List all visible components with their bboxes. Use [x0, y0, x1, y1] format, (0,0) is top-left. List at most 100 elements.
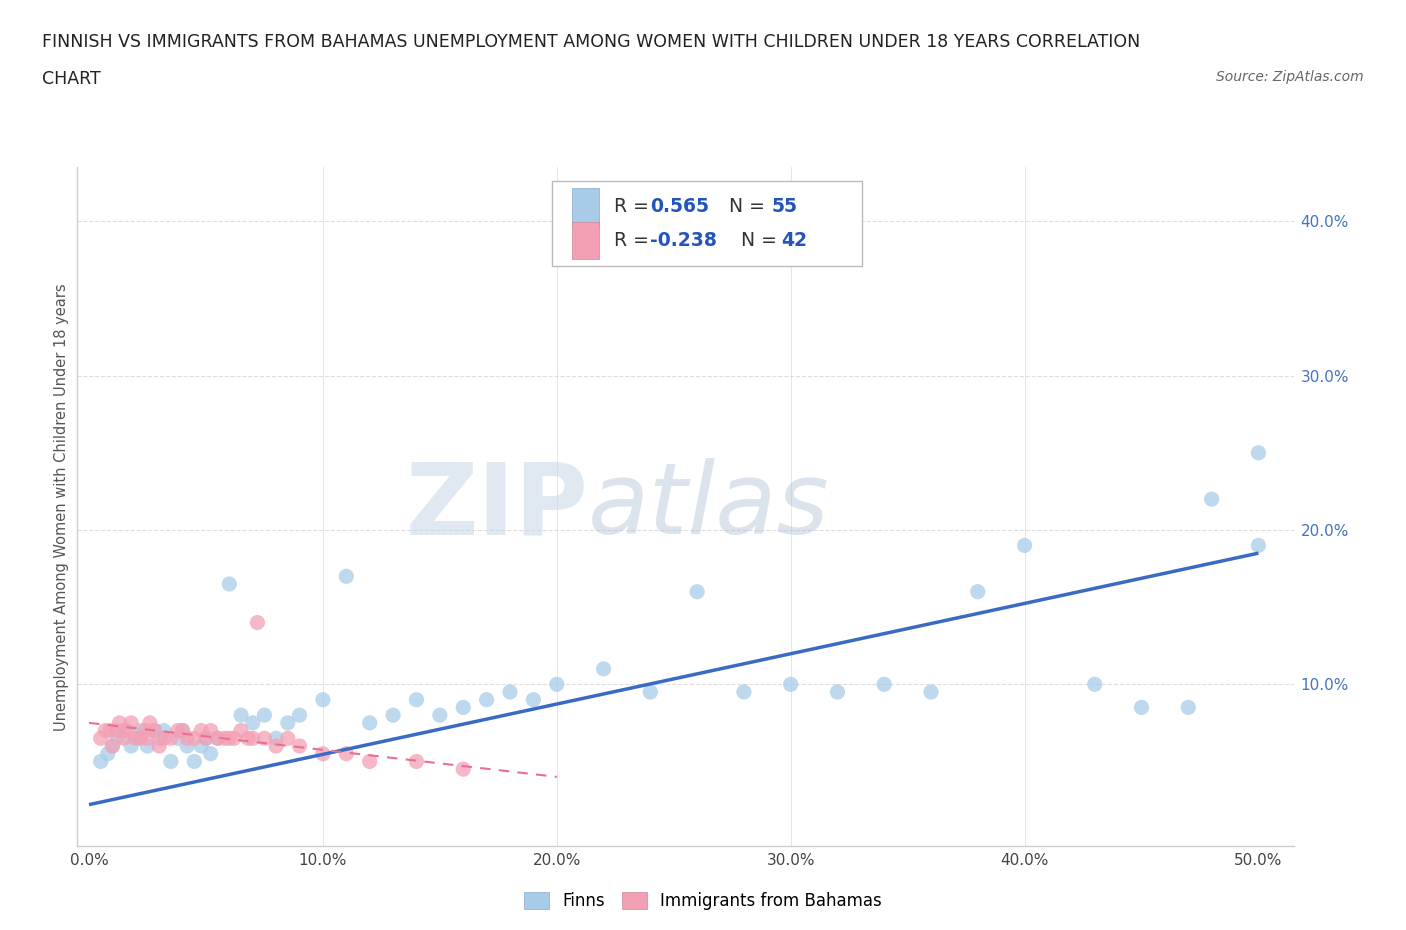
Point	[264, 738, 287, 753]
Point	[183, 731, 205, 746]
Point	[1084, 677, 1107, 692]
Text: Source: ZipAtlas.com: Source: ZipAtlas.com	[1216, 70, 1364, 84]
Point	[108, 715, 131, 730]
Point	[190, 724, 212, 738]
Point	[125, 731, 148, 746]
Point	[172, 724, 194, 738]
Point	[499, 684, 522, 699]
Point	[167, 731, 190, 746]
Point	[207, 731, 229, 746]
Point	[246, 615, 269, 630]
Text: 42: 42	[782, 231, 807, 250]
Point	[1201, 492, 1223, 507]
Legend: Finns, Immigrants from Bahamas: Finns, Immigrants from Bahamas	[517, 885, 889, 917]
Point	[129, 731, 152, 746]
Point	[253, 708, 276, 723]
Text: 0.565: 0.565	[650, 197, 709, 216]
Point	[827, 684, 849, 699]
Text: 55: 55	[772, 197, 797, 216]
Point	[382, 708, 405, 723]
Point	[405, 754, 427, 769]
Text: -0.238: -0.238	[650, 231, 717, 250]
Point	[190, 738, 212, 753]
Point	[200, 724, 222, 738]
FancyBboxPatch shape	[572, 188, 599, 225]
Point	[115, 724, 138, 738]
FancyBboxPatch shape	[572, 222, 599, 259]
Point	[873, 677, 896, 692]
Point	[733, 684, 755, 699]
Point	[105, 731, 128, 746]
Point	[966, 584, 988, 599]
Point	[134, 724, 156, 738]
Text: atlas: atlas	[588, 458, 830, 555]
Text: R =: R =	[613, 197, 655, 216]
Point	[779, 677, 801, 692]
Point	[112, 724, 135, 738]
Point	[183, 754, 205, 769]
Point	[236, 731, 259, 746]
Point	[222, 731, 245, 746]
Y-axis label: Unemployment Among Women with Children Under 18 years: Unemployment Among Women with Children U…	[53, 283, 69, 731]
Point	[148, 731, 170, 746]
Point	[592, 661, 614, 676]
Point	[101, 738, 124, 753]
Point	[90, 731, 112, 746]
Point	[176, 731, 198, 746]
Text: N =: N =	[717, 197, 770, 216]
Point	[105, 724, 128, 738]
Point	[167, 724, 190, 738]
Point	[218, 731, 240, 746]
Point	[264, 731, 287, 746]
Point	[176, 738, 198, 753]
Point	[143, 724, 166, 738]
Point	[451, 700, 474, 715]
Point	[112, 731, 135, 746]
Point	[160, 754, 183, 769]
Point	[98, 724, 121, 738]
Point	[451, 762, 474, 777]
Point	[129, 724, 152, 738]
Point	[335, 569, 357, 584]
Point	[1247, 445, 1270, 460]
Point	[242, 731, 264, 746]
Point	[277, 731, 299, 746]
Point	[277, 715, 299, 730]
Point	[312, 746, 335, 761]
Point	[136, 738, 159, 753]
Point	[90, 754, 112, 769]
Point	[1177, 700, 1199, 715]
Text: N =: N =	[730, 231, 783, 250]
Point	[1130, 700, 1153, 715]
Text: FINNISH VS IMMIGRANTS FROM BAHAMAS UNEMPLOYMENT AMONG WOMEN WITH CHILDREN UNDER : FINNISH VS IMMIGRANTS FROM BAHAMAS UNEMP…	[42, 33, 1140, 50]
Point	[686, 584, 709, 599]
Point	[1014, 538, 1036, 552]
Point	[288, 738, 311, 753]
Point	[335, 746, 357, 761]
Point	[312, 692, 335, 707]
Point	[359, 715, 381, 730]
Point	[200, 746, 222, 761]
Point	[120, 738, 142, 753]
Point	[229, 708, 252, 723]
Point	[160, 731, 183, 746]
Point	[242, 715, 264, 730]
Point	[139, 715, 162, 730]
Point	[143, 724, 166, 738]
Text: ZIP: ZIP	[405, 458, 588, 555]
Point	[101, 738, 124, 753]
Point	[429, 708, 451, 723]
Point	[207, 731, 229, 746]
Point	[194, 731, 217, 746]
Point	[546, 677, 568, 692]
Point	[522, 692, 544, 707]
Point	[640, 684, 662, 699]
Point	[253, 731, 276, 746]
Point	[153, 731, 176, 746]
Point	[214, 731, 236, 746]
Point	[229, 724, 252, 738]
FancyBboxPatch shape	[551, 181, 862, 266]
Point	[194, 731, 217, 746]
Point	[405, 692, 427, 707]
Text: R =: R =	[613, 231, 655, 250]
